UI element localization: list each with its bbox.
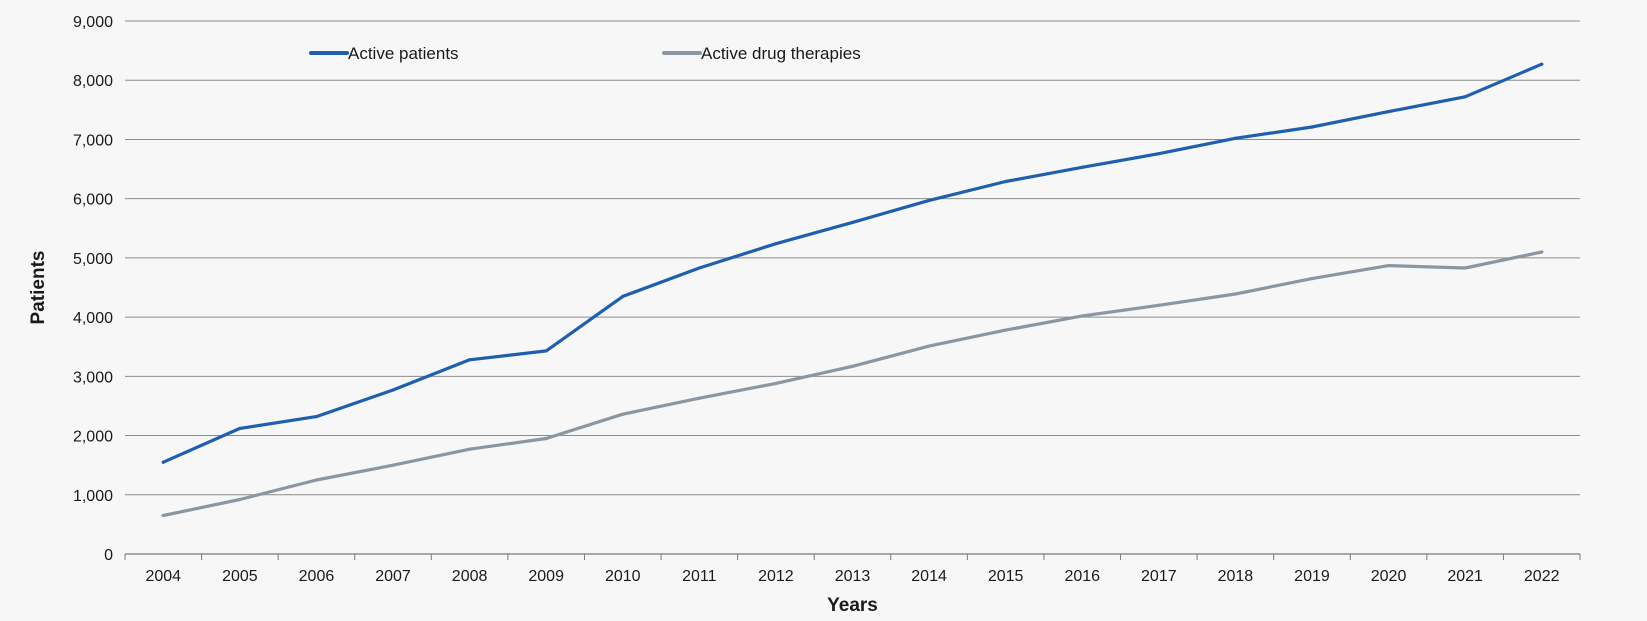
y-tick-label: 8,000 [73,73,113,90]
x-tick-label: 2020 [1371,568,1407,585]
gridlines [125,20,1580,496]
y-tick-label: 6,000 [73,192,113,209]
data-point [468,447,472,451]
x-tick-label: 2011 [682,568,717,585]
y-tick-label: 0 [104,547,113,564]
x-axis-title: Years [827,595,878,616]
data-point [1540,250,1544,254]
x-tick-label: 2010 [605,568,641,585]
data-point [238,426,242,431]
data-point [1310,125,1314,129]
y-axis-title: Patients [28,251,49,325]
x-tick-label: 2017 [1141,568,1177,585]
y-tick-label: 4,000 [73,310,113,327]
legend-item: Active patients [309,44,459,63]
x-tick-label: 2021 [1447,568,1483,585]
legend-label: Active drug therapies [701,44,861,63]
data-point [1080,165,1084,169]
data-point [1463,266,1467,270]
data-point [314,478,319,482]
data-point [1157,152,1161,156]
data-point [1386,263,1391,268]
x-tick-label: 2015 [988,568,1024,585]
y-tick-label: 7,000 [73,132,113,149]
x-tick-label: 2005 [222,568,258,585]
data-point [1540,62,1544,66]
data-point [161,513,165,518]
x-tick-label: 2014 [911,568,947,585]
data-point [1004,179,1008,184]
data-point [544,436,548,441]
series-line-1 [161,250,1544,518]
data-point [621,294,625,298]
data-point [1157,303,1161,307]
data-point [391,388,395,392]
data-point [697,396,701,400]
data-point [1004,328,1008,332]
data-point [161,460,165,464]
data-point [697,266,701,270]
y-tick-label: 2,000 [73,429,113,446]
series-line-0 [161,62,1544,464]
data-point [1310,277,1314,281]
x-tick-label: 2006 [299,568,335,585]
x-tick-label: 2004 [145,568,181,585]
y-tick-label: 9,000 [73,14,113,31]
x-tick-label: 2022 [1524,568,1560,585]
data-point [1386,110,1391,114]
x-tick-label: 2018 [1218,568,1254,585]
data-point [927,344,931,348]
x-tick-label: 2008 [452,568,488,585]
data-point [927,198,931,203]
data-point [1463,95,1467,99]
data-point [468,358,472,362]
x-tick-label: 2016 [1064,568,1100,585]
x-tick-label: 2007 [375,568,411,585]
legend-item: Active drug therapies [662,44,861,63]
data-point [621,412,625,416]
data-point [391,463,395,467]
x-tick-label: 2012 [758,568,794,585]
y-tick-label: 3,000 [73,369,113,386]
data-point [850,220,855,224]
data-point [774,381,778,386]
data-point [238,497,242,502]
data-point [774,242,778,246]
y-tick-label: 1,000 [73,488,113,505]
data-point [1233,292,1237,296]
x-tick-label: 2019 [1294,568,1330,585]
series-lines [161,62,1544,518]
legend: Active patients Active drug therapies [309,44,861,63]
data-point [314,415,319,419]
y-tick-label: 5,000 [73,251,113,268]
data-point [1080,314,1084,318]
x-tick-label: 2013 [835,568,871,585]
data-point [1233,136,1237,140]
x-tick-label: 2009 [528,568,564,585]
data-point [544,349,548,353]
legend-label: Active patients [348,44,459,63]
data-point [850,364,855,368]
axes: 0 1,000 2,000 3,000 4,000 5,000 6,000 7,000 8,00… [73,14,1581,585]
